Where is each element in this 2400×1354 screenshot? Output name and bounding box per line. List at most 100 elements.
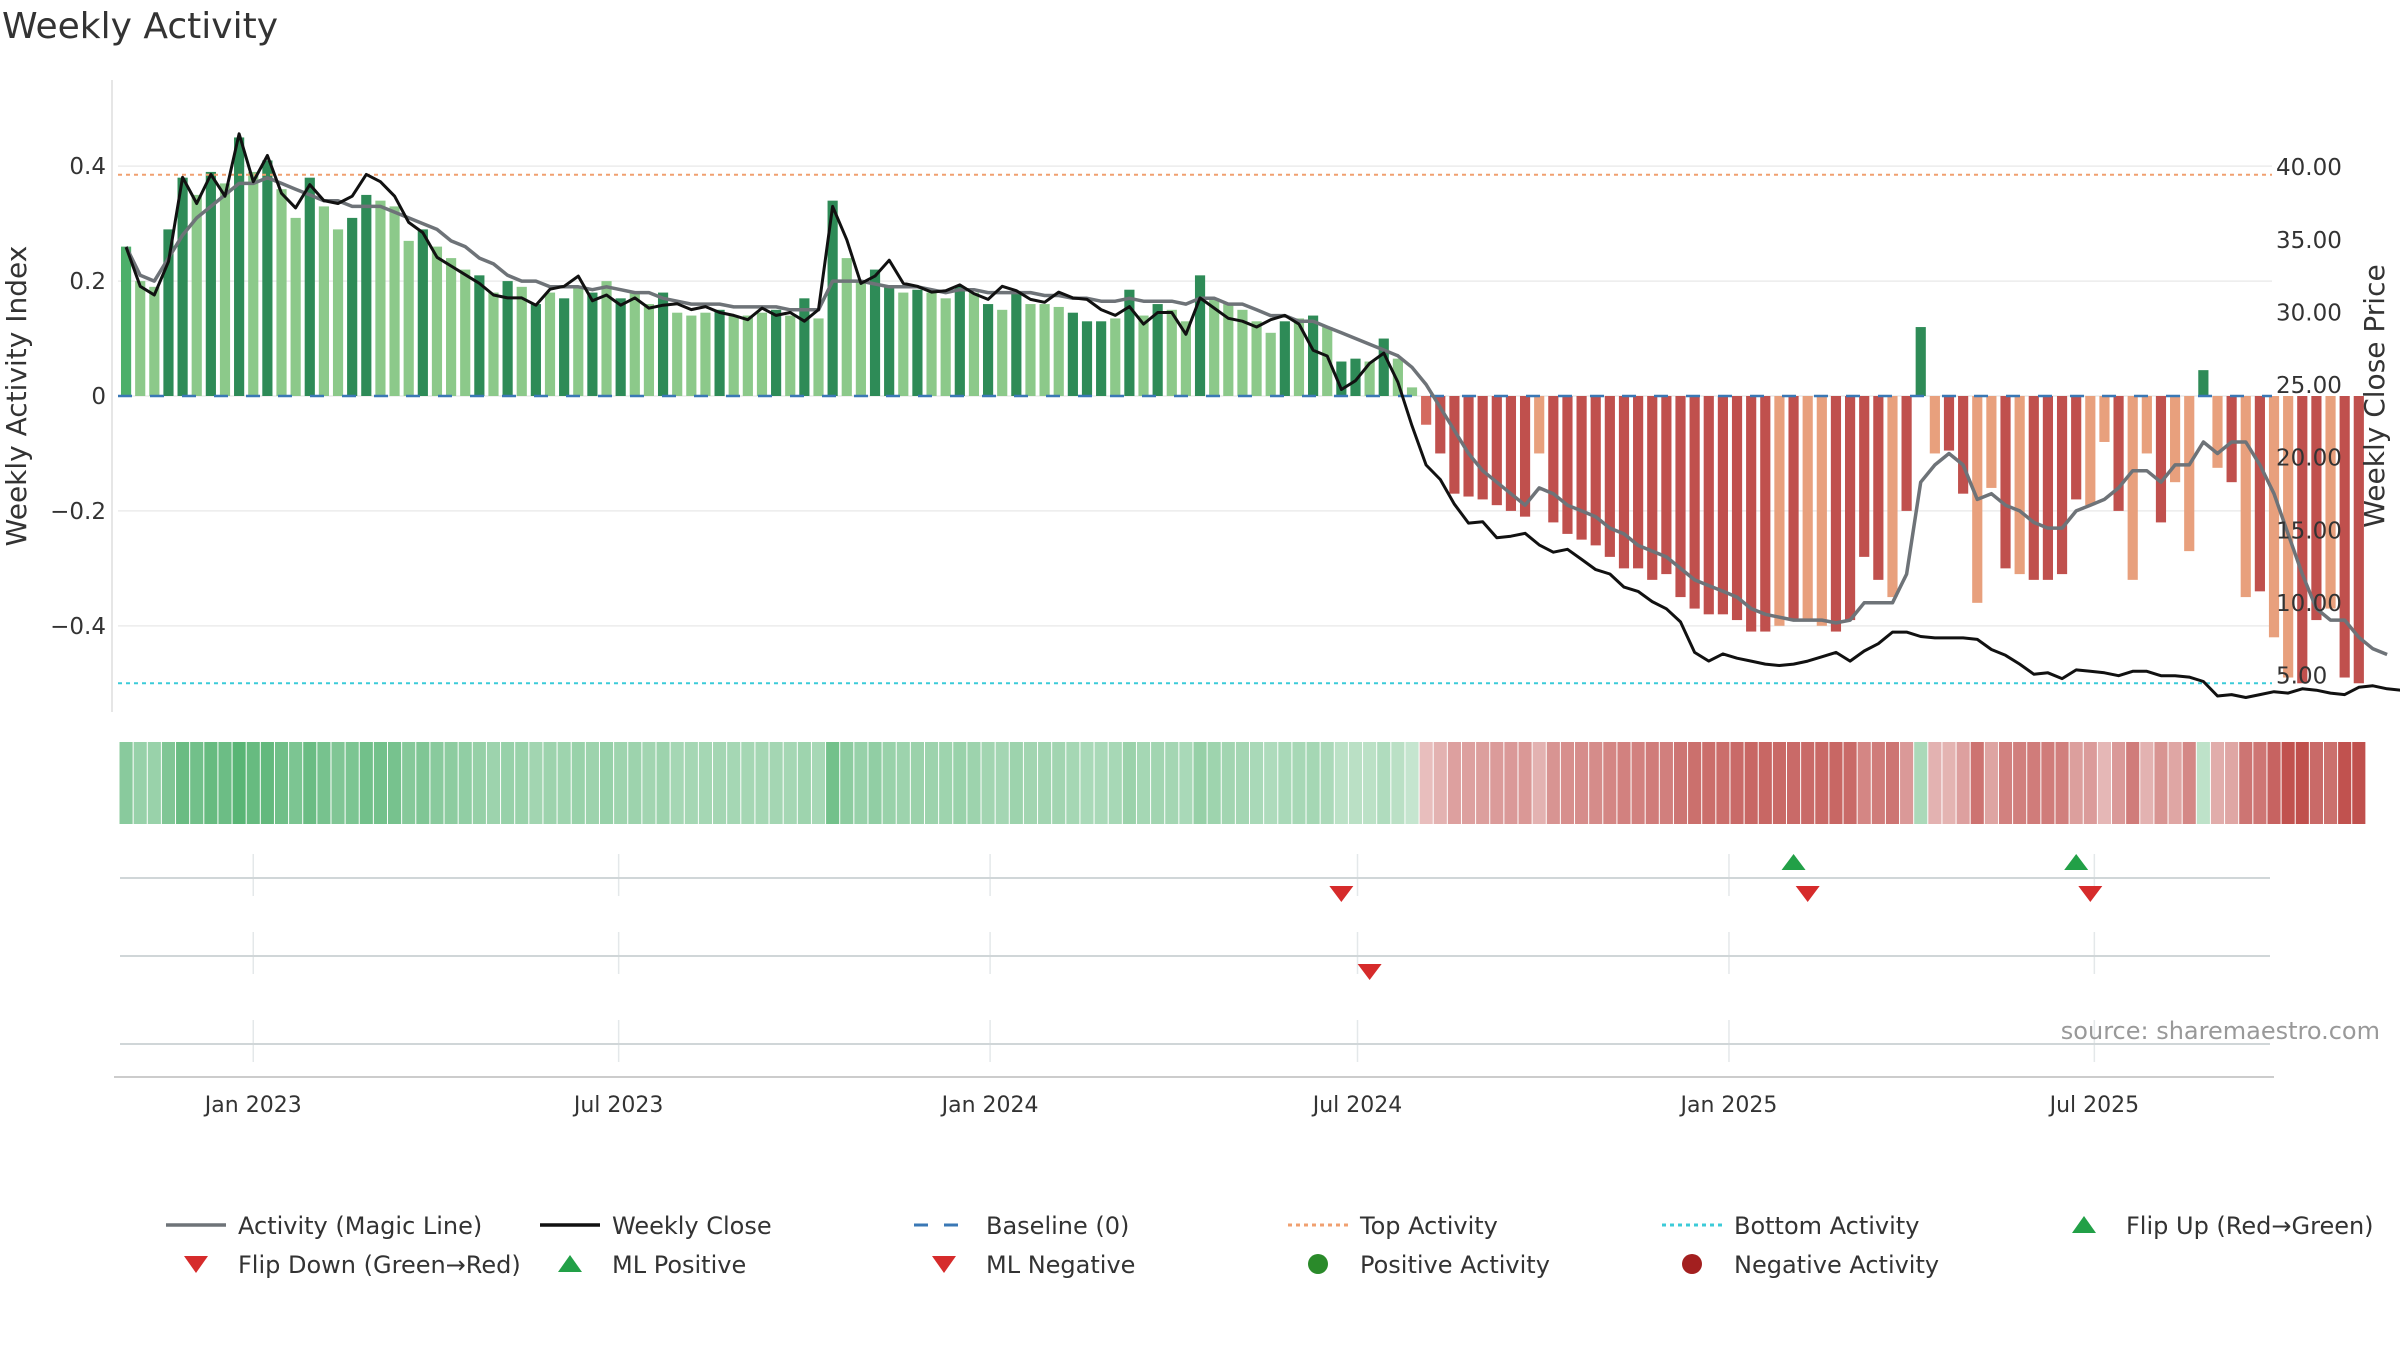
activity-bar <box>954 286 965 396</box>
activity-bar <box>389 206 400 396</box>
activity-bar <box>756 312 768 396</box>
flip-down-marker <box>1795 886 1820 902</box>
heat-strip-tile <box>2323 742 2338 824</box>
y-tick-label: 0 <box>91 384 106 410</box>
activity-bar <box>2170 396 2181 483</box>
activity-bar <box>1717 396 1728 615</box>
heat-strip-tile <box>1504 742 1518 824</box>
heat-strip-tile <box>303 742 317 824</box>
heat-strip-tile <box>1829 742 1843 824</box>
activity-bar <box>1887 396 1898 598</box>
activity-bar <box>332 229 344 396</box>
flip-down-marker <box>1329 886 1354 902</box>
heat-strip-tile <box>2140 742 2154 824</box>
heat-strip-tile <box>1348 742 1363 824</box>
activity-bar <box>841 258 852 396</box>
ml-negative-marker <box>1357 964 1382 980</box>
activity-bar <box>1194 275 1206 396</box>
heat-strip-tile <box>2225 742 2239 824</box>
activity-bar <box>120 246 132 396</box>
activity-bar <box>1406 387 1418 396</box>
activity-bar <box>1138 315 1149 396</box>
activity-bar <box>573 286 584 396</box>
heat-strip-tile <box>2210 742 2225 824</box>
legend-item: Negative Activity <box>1682 1251 1939 1279</box>
activity-bar <box>1308 315 1319 396</box>
activity-bar <box>869 269 881 396</box>
activity-bar <box>163 229 174 396</box>
heat-strip-tile <box>402 742 416 824</box>
heat-strip-tile <box>1560 742 1575 824</box>
activity-bar <box>1279 321 1290 396</box>
chart-title: Weekly Activity <box>2 6 278 47</box>
heat-strip-tile <box>642 742 656 824</box>
heat-strip-tile <box>218 742 232 824</box>
activity-bar <box>2240 396 2251 598</box>
heat-strip-tile <box>1688 742 1702 824</box>
heat-strip-tile <box>232 742 246 824</box>
legend-swatch <box>1682 1254 1702 1274</box>
activity-bar <box>1830 396 1842 632</box>
activity-bar <box>2085 396 2096 506</box>
x-tick-label: Jan 2023 <box>203 1093 302 1118</box>
activity-bar <box>1350 358 1361 396</box>
heat-strip-tile <box>331 742 345 824</box>
activity-bar <box>1392 358 1403 396</box>
activity-bar <box>1901 396 1912 511</box>
heat-strip-tile <box>147 742 161 824</box>
activity-bar <box>940 298 951 396</box>
activity-bar <box>234 137 245 397</box>
heat-strip-tile <box>1151 742 1165 824</box>
heat-strip-tile <box>755 742 769 824</box>
legend-swatch <box>932 1256 956 1273</box>
heat-strip-tile <box>2352 742 2366 824</box>
activity-bar <box>982 304 994 396</box>
heat-strip-tile <box>458 742 472 824</box>
y2-tick-label: 15.00 <box>2276 518 2342 544</box>
heat-strip-tile <box>486 742 501 824</box>
flip-up-marker <box>1781 854 1806 870</box>
heat-strip-tile <box>599 742 614 824</box>
heat-strip-tile <box>1179 742 1193 824</box>
heat-strip-tile <box>1377 742 1391 824</box>
activity-heat-strip <box>119 742 2366 824</box>
activity-bar <box>1675 396 1686 598</box>
activity-bar <box>657 292 669 396</box>
activity-bar <box>926 292 937 396</box>
heat-strip-tile <box>1278 742 1292 824</box>
activity-bar <box>1647 396 1658 580</box>
heat-strip-tile <box>614 742 628 824</box>
heat-strip-tile <box>472 742 486 824</box>
heat-strip-tile <box>769 742 783 824</box>
heat-strip-tile <box>2126 742 2140 824</box>
activity-bar <box>403 240 414 396</box>
activity-bar <box>1251 321 1262 396</box>
x-tick-label: Jul 2025 <box>2048 1093 2140 1118</box>
activity-bar <box>799 298 810 396</box>
heat-strip-tile <box>430 742 444 824</box>
legend-item: Positive Activity <box>1308 1251 1550 1279</box>
heat-strip-tile <box>1363 742 1377 824</box>
activity-bar <box>601 281 612 396</box>
heat-strip-tile <box>2027 742 2041 824</box>
heat-strip-tile <box>515 742 529 824</box>
activity-bar <box>1873 396 1884 580</box>
activity-bar <box>1449 396 1460 494</box>
activity-bar <box>1943 396 1955 451</box>
heat-strip-tile <box>1914 742 1928 824</box>
heat-strip-tile <box>1038 742 1052 824</box>
y-axis-label: Weekly Activity Index <box>0 246 33 547</box>
heat-strip-tile <box>2239 742 2253 824</box>
heat-strip-tile <box>1603 742 1617 824</box>
heat-strip-tile <box>119 742 133 824</box>
activity-bar <box>1096 321 1107 396</box>
heat-strip-tile <box>1023 742 1038 824</box>
activity-bar <box>417 229 428 396</box>
activity-bar <box>1661 396 1672 575</box>
heat-strip-tile <box>882 742 896 824</box>
heat-strip-tile <box>1589 742 1603 824</box>
activity-bar <box>1265 332 1276 396</box>
heat-strip-tile <box>1956 742 1970 824</box>
activity-bar <box>516 286 527 396</box>
heat-strip-tile <box>939 742 953 824</box>
